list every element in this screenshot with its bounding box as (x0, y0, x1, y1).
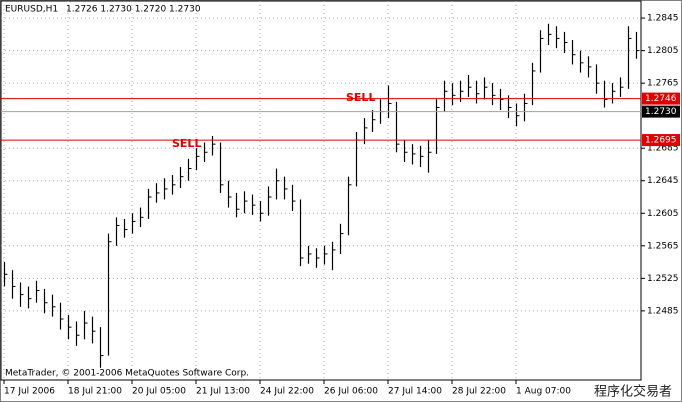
price-label-box (642, 134, 680, 147)
y-tick-label: 1.2685 (647, 144, 679, 154)
y-tick-label: 1.2525 (647, 274, 679, 284)
y-tick-label: 1.2605 (647, 209, 679, 219)
x-tick-label: 24 Jul 22:00 (260, 387, 314, 397)
watermark: 程序化交易者 (594, 384, 672, 400)
y-tick-label: 1.2565 (647, 241, 679, 251)
price-label: 1.2746 (645, 94, 677, 104)
footer: MetaTrader, © 2001-2006 MetaQuotes Softw… (5, 369, 249, 379)
plot-area (0, 0, 642, 381)
annotation: SELL (346, 91, 375, 104)
x-tick-label: 18 Jul 21:00 (68, 387, 122, 397)
current-price-label: 1.2730 (645, 107, 677, 117)
x-tick-label: 1 Aug 07:00 (516, 387, 571, 397)
grid (1, 1, 641, 380)
x-tick-label: 26 Jul 06:00 (324, 387, 378, 397)
price-label-box (642, 92, 680, 105)
y-tick-label: 1.2765 (647, 79, 679, 89)
y-tick-label: 1.2805 (647, 46, 679, 56)
x-tick-label: 21 Jul 13:00 (196, 387, 250, 397)
x-tick-label: 20 Jul 05:00 (132, 387, 186, 397)
bars (3, 23, 640, 368)
chart-subtitle: 1.2726 1.2730 1.2720 1.2730 (66, 5, 201, 15)
current-price-box (642, 105, 680, 118)
y-tick-label: 1.2485 (647, 306, 679, 316)
x-tick-label: 27 Jul 14:00 (388, 387, 442, 397)
y-tick-label: 1.2645 (647, 176, 679, 186)
annotation: SELL (172, 137, 201, 150)
price-label: 1.2695 (645, 136, 677, 146)
chart-title: EURUSD,H1 (5, 5, 58, 15)
x-tick-label: 17 Jul 2006 (4, 387, 55, 397)
y-tick-label: 1.2845 (647, 14, 679, 24)
x-tick-label: 28 Jul 22:00 (452, 387, 506, 397)
